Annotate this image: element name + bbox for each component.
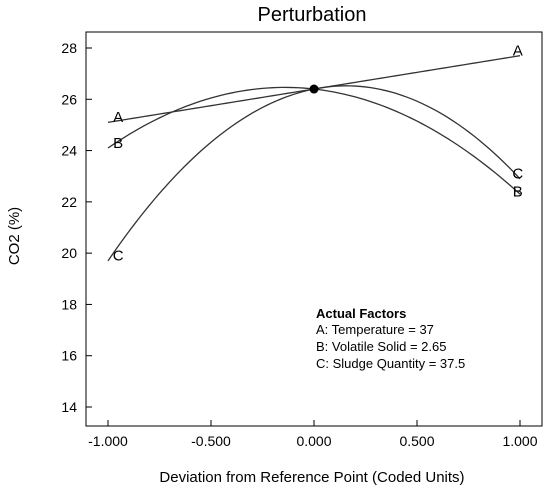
y-tick-label: 28	[61, 40, 77, 56]
y-tick-label: 16	[61, 348, 77, 364]
actual-factors-item: A: Temperature = 37	[316, 322, 434, 337]
curve-label: A	[113, 109, 123, 126]
x-tick-label: -0.500	[191, 433, 231, 449]
curve-label: C	[113, 248, 124, 265]
x-tick-label: 0.500	[399, 433, 434, 449]
actual-factors-item: C: Sludge Quantity = 37.5	[316, 356, 465, 371]
actual-factors-item: B: Volatile Solid = 2.65	[316, 339, 446, 354]
chart-title: Perturbation	[258, 4, 367, 26]
x-tick-label: 1.000	[502, 433, 537, 449]
y-tick-label: 18	[61, 296, 77, 312]
x-axis-ticks: -1.000 -0.500 0.000 0.500 1.000	[88, 420, 538, 449]
y-tick-label: 22	[61, 194, 77, 210]
y-axis-title: CO2 (%)	[6, 207, 23, 265]
x-axis-title: Deviation from Reference Point (Coded Un…	[159, 469, 464, 486]
y-tick-label: 24	[61, 143, 77, 159]
curve-label: B	[513, 184, 523, 201]
curve-label: B	[113, 135, 123, 152]
series-line-b	[107, 86, 521, 195]
x-tick-label: -1.000	[88, 433, 128, 449]
y-tick-label: 26	[61, 91, 77, 107]
y-tick-label: 20	[61, 245, 77, 261]
y-axis-ticks: 14 16 18 20 22 24 26 28	[61, 40, 92, 415]
actual-factors-title: Actual Factors	[316, 306, 406, 321]
y-tick-label: 14	[61, 399, 77, 415]
reference-point	[309, 84, 319, 94]
x-tick-label: 0.000	[296, 433, 331, 449]
curve-label: C	[512, 166, 523, 183]
curve-label: A	[513, 43, 523, 60]
actual-factors-box: Actual Factors A: Temperature = 37 B: Vo…	[316, 306, 465, 371]
